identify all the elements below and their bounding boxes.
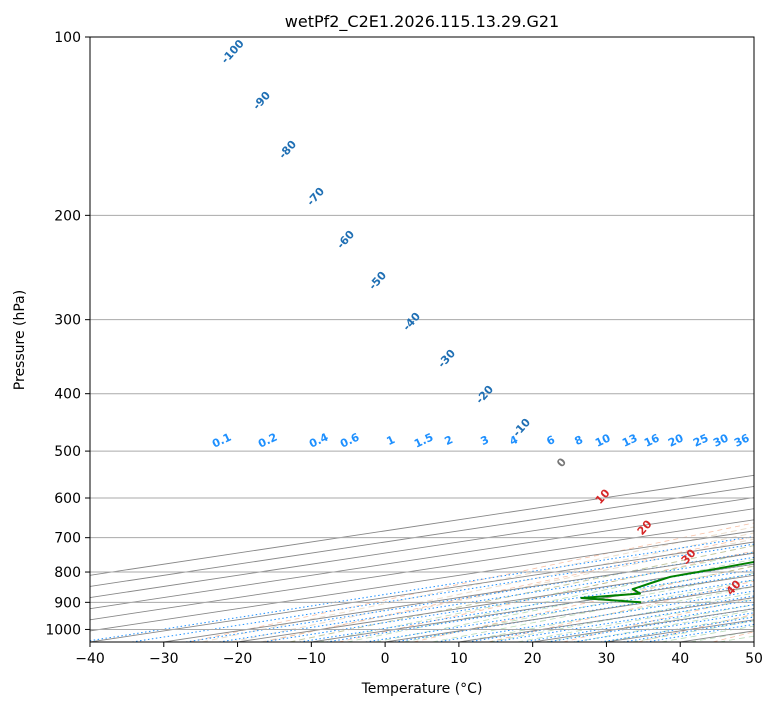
x-tick-label: 50: [745, 651, 763, 667]
isobar-grid: [90, 37, 754, 630]
y-tick-label: 400: [54, 387, 81, 403]
moist-adiabat-tan: [260, 538, 754, 642]
chart-title: wetPf2_C2E1.2026.115.13.29.G21: [285, 12, 559, 32]
mixing-ratio-label: 30: [711, 431, 731, 449]
isotherm-label: 0: [554, 455, 569, 470]
moist-adiabat: [375, 565, 754, 642]
x-tick-label: −10: [297, 651, 327, 667]
moist-adiabat: [545, 604, 754, 642]
mixing-ratio-line: [468, 595, 754, 642]
moist-adiabat: [318, 551, 754, 642]
x-tick-label: 40: [671, 651, 689, 667]
mixing-ratio-label: 6: [545, 433, 558, 448]
moist-adiabat: [488, 592, 754, 642]
line-labels: -100-90-80-70-60-50-40-30-20-10010203040…: [210, 37, 752, 598]
isotherm-label: -70: [304, 185, 327, 209]
isotherm: [90, 530, 754, 632]
isotherm-label: -80: [276, 138, 299, 162]
moist-adiabat: [403, 572, 754, 642]
x-tick-label: 30: [598, 651, 616, 667]
background-lines: [90, 474, 754, 642]
y-tick-label: 1000: [45, 622, 81, 638]
mixing-ratio-label: 25: [691, 431, 710, 449]
y-tick-label: 200: [54, 208, 81, 224]
moist-adiabat: [660, 625, 754, 642]
moist-adiabat-tan: [201, 526, 754, 642]
dry-adiabat: [712, 631, 754, 642]
isotherm-label: 40: [724, 577, 744, 597]
plot-frame: [89, 36, 755, 643]
moist-adiabat: [431, 579, 754, 642]
mixing-ratio-label: 0.1: [210, 431, 233, 451]
isotherm: [90, 497, 754, 599]
y-tick-label: 900: [54, 595, 81, 611]
moist-adiabat: [574, 609, 754, 642]
moist-adiabat-tan: [231, 532, 754, 642]
isotherm-label: 10: [593, 486, 613, 506]
mixing-ratio-line: [492, 599, 754, 642]
isotherm-label: -90: [250, 89, 273, 113]
mixing-ratio-label: 16: [642, 431, 662, 449]
moist-adiabat: [690, 630, 754, 642]
y-tick-label: 300: [54, 313, 81, 329]
isotherm-label: -50: [366, 269, 389, 293]
dry-adiabat: [562, 596, 754, 642]
mixing-ratio-label: 0.2: [256, 431, 279, 451]
isotherm-label: -40: [400, 310, 423, 334]
isotherm: [90, 474, 754, 576]
isotherm: [90, 541, 754, 642]
mixing-ratio-label: 20: [666, 431, 686, 449]
y-tick-label: 700: [54, 531, 81, 547]
mixing-ratio-line: [262, 563, 754, 642]
moist-adiabat: [346, 558, 754, 642]
y-axis-label: Pressure (hPa): [12, 290, 28, 390]
isotherm-label: 20: [635, 517, 655, 537]
mixing-ratio-line: [522, 604, 754, 642]
isotherm: [90, 519, 754, 621]
dry-adiabat: [488, 580, 754, 642]
mixing-ratio-label: 1: [385, 433, 397, 448]
mixing-ratio-line: [219, 556, 754, 642]
y-tick-label: 600: [54, 491, 81, 507]
mixing-ratio-line: [132, 543, 754, 642]
y-ticks: 100 200 300 400 500 600 700 800 900 1000: [45, 30, 90, 638]
x-tick-label: 0: [381, 651, 390, 667]
x-axis-label: Temperature (°C): [361, 681, 483, 697]
y-tick-label: 100: [54, 30, 81, 46]
mixing-ratio-label: 0.4: [307, 430, 330, 450]
isotherm-label: -30: [435, 347, 458, 371]
x-tick-label: −30: [149, 651, 179, 667]
isotherm-label: -20: [473, 383, 496, 407]
y-tick-label: 800: [54, 565, 81, 581]
moist-adiabat-tan: [289, 545, 754, 642]
mixing-ratio-label: 1.5: [412, 431, 435, 451]
isotherm: [90, 485, 754, 587]
x-tick-label: −40: [75, 651, 105, 667]
isotherm: [753, 641, 754, 642]
mixing-ratio-label: 8: [573, 433, 585, 448]
moist-adiabat: [289, 545, 754, 642]
mixing-ratio-label: 10: [593, 431, 613, 449]
moist-adiabat: [517, 598, 754, 642]
isotherm-label: -100: [219, 37, 247, 66]
dry-adiabat: [263, 536, 754, 642]
y-tick-label: 500: [54, 444, 81, 460]
moist-adiabat: [719, 635, 754, 642]
isotherm: [385, 585, 754, 642]
mixing-ratio-label: 3: [479, 433, 491, 448]
isotherm: [532, 608, 754, 642]
mixing-ratio-label: 0.6: [338, 430, 361, 450]
dry-adiabat: [413, 565, 754, 642]
x-tick-label: −20: [223, 651, 253, 667]
mixing-ratio-label: 2: [443, 433, 455, 448]
isotherm: [90, 508, 754, 610]
x-tick-label: 10: [450, 651, 468, 667]
x-ticks: −40 −30 −20 −10 0 10 20 30 40 50: [75, 642, 763, 667]
mixing-ratio-label: 13: [620, 431, 639, 449]
x-tick-label: 20: [524, 651, 542, 667]
isotherm-label: -60: [334, 228, 357, 252]
mixing-ratio-label: 36: [732, 431, 752, 449]
mixing-ratio-line: [185, 551, 754, 642]
